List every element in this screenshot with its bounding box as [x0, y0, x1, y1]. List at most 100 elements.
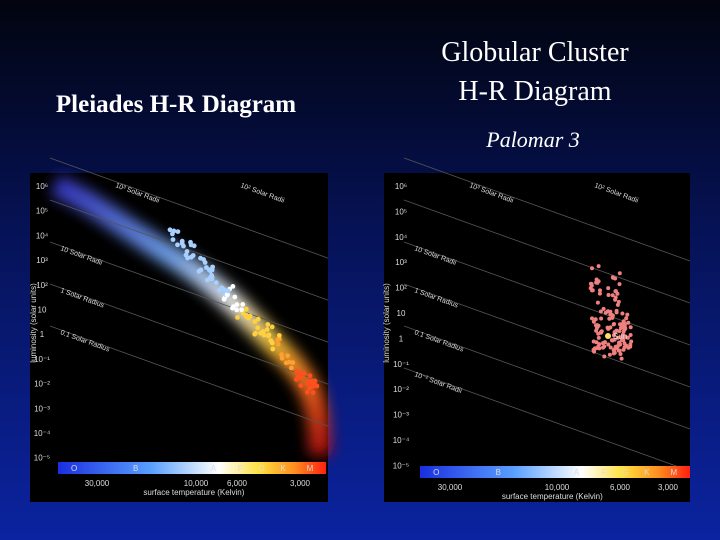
star: [243, 306, 249, 312]
star: [170, 231, 175, 237]
y-tick-label: 10⁻³: [393, 411, 409, 420]
x-tick-label: 10,000: [184, 479, 209, 488]
star: [601, 341, 605, 346]
star: [622, 341, 627, 346]
radius-line: [49, 283, 329, 385]
star: [269, 340, 275, 346]
y-tick-label: 10⁻⁴: [34, 429, 51, 438]
spectral-class: M: [670, 468, 677, 477]
star: [234, 302, 240, 307]
star: [606, 293, 611, 297]
spectral-class: A: [211, 464, 217, 473]
x-tick-label: 6,000: [227, 479, 248, 488]
spectral-class: K: [280, 464, 286, 473]
star: [255, 325, 261, 331]
star: [225, 292, 230, 297]
y-tick-label: 10: [38, 306, 47, 315]
x-tick-label: 3,000: [290, 479, 311, 488]
x-axis-label: surface temperature (Kelvin): [143, 488, 244, 497]
y-tick-label: 10⁴: [395, 233, 408, 242]
y-axis-label: luminosity (solar units): [382, 283, 391, 363]
y-tick-label: 10⁶: [36, 182, 48, 191]
star: [590, 266, 594, 271]
star: [598, 288, 602, 293]
star: [628, 325, 633, 330]
star: [179, 241, 185, 246]
star: [625, 312, 630, 317]
star: [206, 267, 212, 273]
star: [253, 330, 258, 336]
spectral-class: O: [71, 464, 77, 473]
y-tick-label: 10⁻⁵: [34, 454, 50, 463]
x-tick-label: 6,000: [610, 483, 631, 492]
star: [591, 319, 596, 324]
y-tick-label: 1: [399, 334, 404, 343]
subtitle-right: Palomar 3: [485, 127, 580, 152]
radius-line: [49, 199, 329, 301]
star: [298, 383, 304, 388]
star: [590, 316, 594, 321]
radius-line: [403, 199, 691, 304]
star: [596, 264, 601, 269]
spectral-class: G: [622, 468, 628, 477]
title-left: Pleiades H-R Diagram: [56, 91, 296, 118]
y-tick-label: 10⁻⁵: [393, 461, 409, 470]
star: [297, 370, 303, 376]
y-tick-label: 10⁴: [36, 231, 49, 240]
spectral-class: O: [433, 468, 439, 477]
star: [240, 302, 246, 307]
star: [266, 332, 272, 338]
star: [610, 315, 615, 320]
star: [628, 333, 633, 337]
star: [269, 324, 275, 330]
star: [283, 360, 289, 366]
spectral-class: K: [644, 468, 650, 477]
star: [594, 277, 599, 282]
x-axis-label: surface temperature (Kelvin): [502, 492, 603, 501]
star: [289, 365, 294, 371]
star: [599, 316, 604, 321]
radius-line: [403, 241, 691, 346]
star: [614, 310, 619, 315]
spectral-class: M: [307, 464, 314, 473]
star: [592, 346, 597, 351]
star: [612, 322, 616, 326]
star: [210, 264, 216, 270]
star: [611, 348, 616, 353]
spectral-bar: [420, 466, 690, 478]
star: [264, 327, 270, 332]
star: [279, 355, 285, 361]
star: [307, 373, 313, 379]
y-tick-label: 10⁻¹: [393, 360, 409, 369]
y-tick-label: 10⁻²: [34, 380, 50, 389]
star: [270, 346, 276, 352]
star: [607, 316, 612, 321]
star: [232, 294, 238, 300]
star: [285, 353, 290, 359]
star: [279, 352, 284, 358]
spectral-class: G: [259, 464, 265, 473]
star: [619, 356, 624, 361]
star: [202, 260, 208, 265]
y-axis-label: luminosity (solar units): [29, 283, 38, 363]
star: [610, 293, 615, 298]
star: [608, 345, 613, 350]
star: [230, 284, 236, 289]
star: [213, 280, 219, 286]
star: [618, 352, 623, 356]
star: [255, 316, 261, 322]
star: [620, 338, 624, 343]
y-tick-label: 1: [40, 330, 45, 339]
y-tick-label: 10⁻³: [34, 404, 50, 413]
x-tick-label: 30,000: [438, 483, 463, 492]
star: [598, 309, 603, 314]
radius-line: [403, 283, 691, 388]
star: [595, 300, 600, 305]
star: [605, 309, 610, 314]
star: [589, 283, 594, 288]
star: [612, 337, 617, 342]
star: [184, 249, 190, 254]
y-tick-label: 10⁶: [395, 182, 407, 191]
y-tick-label: 10⁻²: [393, 385, 409, 394]
